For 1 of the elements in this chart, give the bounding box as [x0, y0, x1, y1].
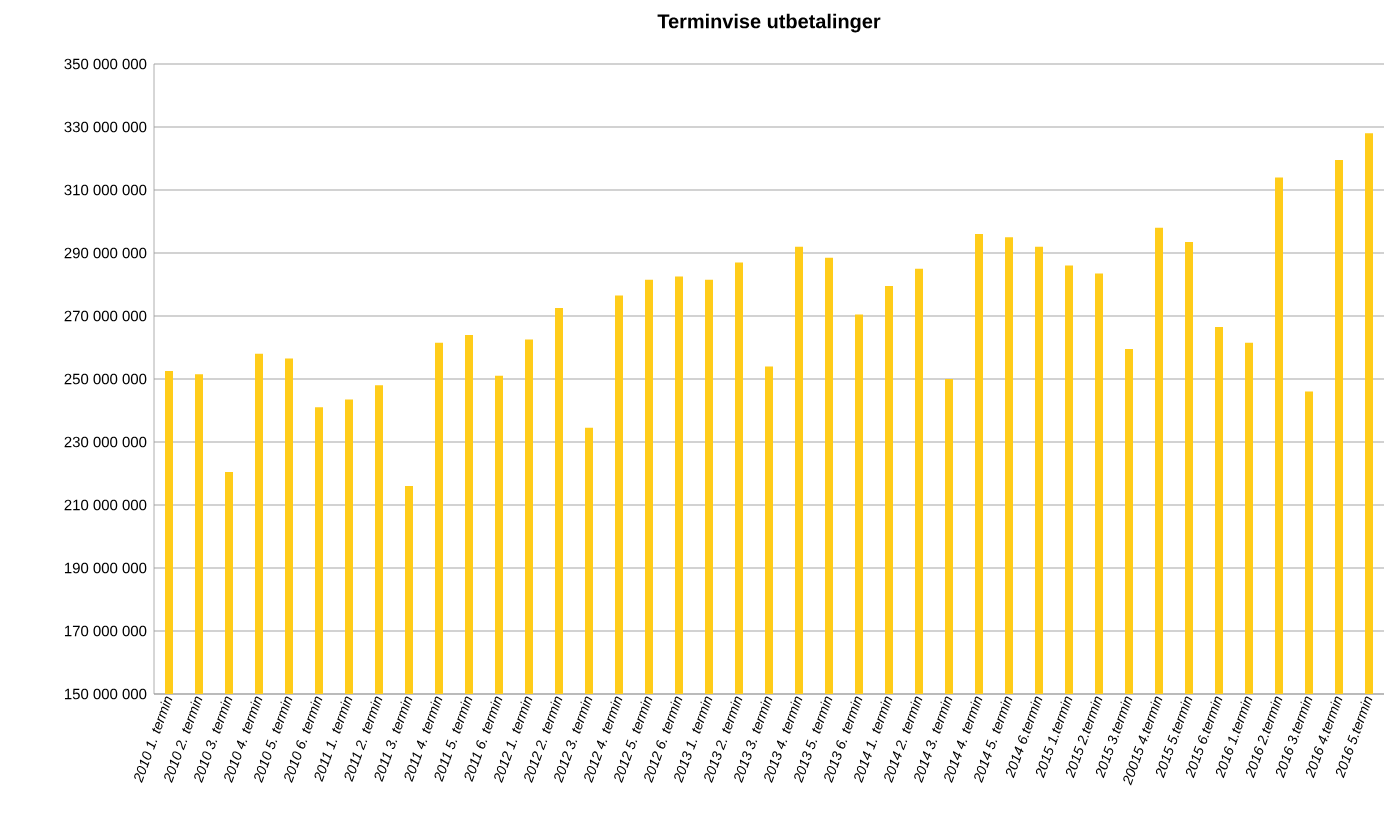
chart-title: Terminvise utbetalinger — [657, 13, 881, 33]
